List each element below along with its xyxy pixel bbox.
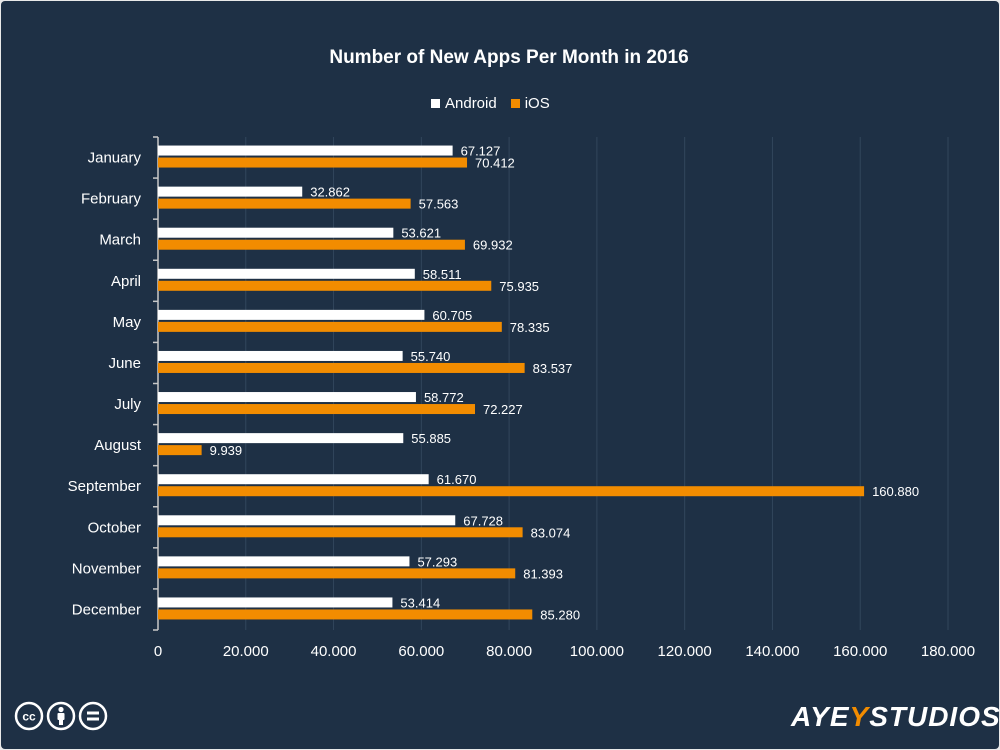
data-label: 83.537 — [533, 361, 573, 376]
data-label: 53.414 — [400, 595, 440, 610]
data-label: 160.880 — [872, 484, 919, 499]
x-tick-label: 80.000 — [486, 643, 532, 660]
bar-ios — [158, 362, 525, 373]
data-label: 72.227 — [483, 402, 523, 417]
category-label: May — [113, 314, 142, 331]
data-label: 75.935 — [499, 279, 539, 294]
bar-android — [158, 597, 393, 608]
bar-android — [158, 474, 429, 485]
bar-android — [158, 556, 410, 567]
data-label: 67.728 — [463, 513, 503, 528]
cc-icon: cc — [14, 701, 44, 731]
bar-ios — [158, 445, 202, 456]
legend-item-ios: iOS — [510, 94, 550, 112]
data-label: 85.280 — [540, 607, 580, 622]
category-label: September — [68, 478, 141, 495]
legend-swatch-ios — [510, 98, 520, 108]
data-label: 57.293 — [417, 554, 457, 569]
x-tick-label: 0 — [154, 643, 162, 660]
legend-swatch-android — [431, 98, 440, 108]
svg-text:cc: cc — [22, 710, 36, 724]
chart-title: Number of New Apps Per Month in 2016 — [329, 47, 689, 68]
category-label: June — [108, 355, 141, 372]
bar-android — [158, 515, 456, 526]
data-label: 55.885 — [411, 431, 451, 446]
data-label: 78.335 — [510, 320, 550, 335]
data-label: 69.932 — [473, 238, 513, 253]
data-label: 9.939 — [210, 443, 243, 458]
x-tick-label: 140.000 — [745, 643, 799, 660]
bar-android — [158, 268, 415, 279]
data-label: 57.563 — [419, 197, 459, 212]
bar-android — [158, 145, 453, 156]
bar-ios — [158, 486, 865, 497]
legend-label-ios: iOS — [524, 94, 550, 112]
category-label: November — [72, 560, 141, 577]
bar-ios — [158, 527, 523, 538]
bar-ios — [158, 609, 533, 620]
bar-ios — [158, 404, 475, 415]
data-label: 83.074 — [531, 525, 571, 540]
data-label: 58.511 — [423, 267, 462, 282]
category-label: January — [88, 150, 142, 167]
bar-android — [158, 309, 425, 320]
bar-ios — [158, 157, 468, 168]
data-label: 55.740 — [411, 349, 451, 364]
x-tick-label: 40.000 — [311, 643, 357, 660]
bar-android — [158, 227, 394, 238]
legend: Android iOS — [431, 93, 550, 113]
bar-android — [158, 350, 403, 361]
data-label: 60.705 — [432, 308, 472, 323]
data-label: 32.862 — [310, 185, 350, 200]
category-label: March — [99, 232, 141, 249]
category-label: February — [81, 191, 142, 208]
data-label: 61.670 — [437, 472, 477, 487]
bar-ios — [158, 280, 492, 291]
bar-ios — [158, 321, 502, 332]
x-tick-label: 20.000 — [223, 643, 269, 660]
data-label: 70.412 — [475, 156, 515, 171]
creative-commons-badge: cc — [14, 700, 108, 732]
legend-label-android: Android — [445, 94, 497, 112]
x-tick-label: 180.000 — [921, 643, 975, 660]
bar-ios — [158, 239, 465, 250]
data-label: 67.127 — [461, 144, 501, 159]
x-tick-label: 60.000 — [398, 643, 444, 660]
x-tick-label: 160.000 — [833, 643, 887, 660]
studio-logo: AYEYSTUDIOS — [791, 701, 1000, 732]
data-label: 81.393 — [523, 566, 563, 581]
nd-icon — [78, 701, 108, 731]
bar-android — [158, 433, 404, 444]
category-label: October — [88, 519, 141, 536]
data-label: 58.772 — [424, 390, 464, 405]
x-tick-label: 120.000 — [658, 643, 712, 660]
category-label: August — [94, 437, 142, 454]
bar-ios — [158, 568, 516, 579]
bar-ios — [158, 198, 411, 209]
category-label: July — [114, 396, 141, 413]
x-tick-label: 100.000 — [570, 643, 624, 660]
category-label: December — [72, 601, 141, 618]
bar-android — [158, 186, 303, 197]
by-icon — [46, 701, 76, 731]
category-label: April — [111, 273, 141, 290]
legend-item-android: Android — [431, 95, 497, 112]
bar-android — [158, 392, 416, 403]
data-label: 53.621 — [401, 226, 441, 241]
